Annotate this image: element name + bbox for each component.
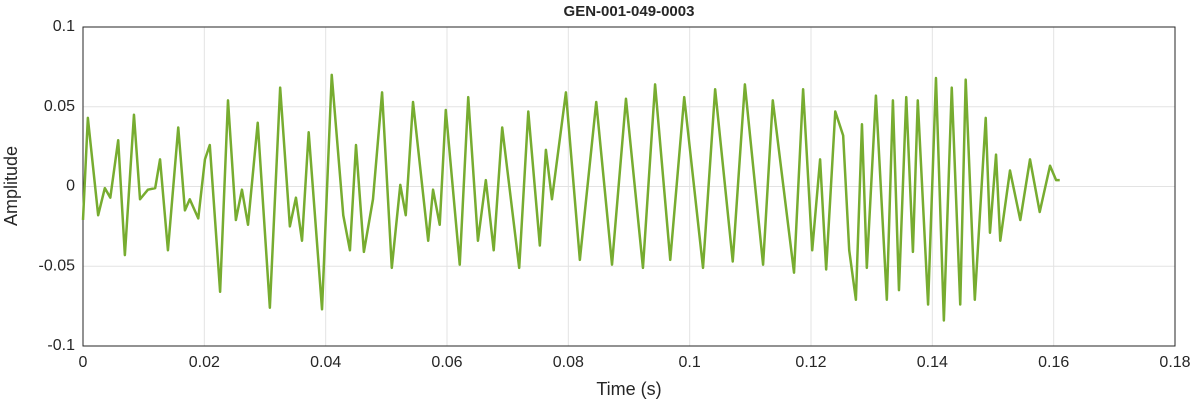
x-tick-label: 0.1 <box>679 354 701 371</box>
y-tick-label: -0.1 <box>47 337 75 354</box>
y-tick-label: 0.05 <box>44 98 75 115</box>
y-tick-label: -0.05 <box>39 257 76 274</box>
x-tick-label: 0.02 <box>189 354 220 371</box>
y-tick-label: 0 <box>66 178 75 195</box>
x-tick-label: 0.14 <box>917 354 948 371</box>
chart-title: GEN-001-049-0003 <box>564 3 695 20</box>
x-tick-label: 0.16 <box>1038 354 1069 371</box>
x-tick-label: 0.06 <box>431 354 462 371</box>
x-tick-label: 0.12 <box>795 354 826 371</box>
x-axis-label: Time (s) <box>596 379 661 399</box>
waveform-line <box>81 73 1060 322</box>
y-axis-label: Amplitude <box>1 146 21 226</box>
x-tick-label: 0 <box>79 354 88 371</box>
x-tick-label: 0.18 <box>1159 354 1190 371</box>
x-tick-label: 0.04 <box>310 354 341 371</box>
y-tick-label: 0.1 <box>53 18 75 35</box>
plot-frame <box>82 26 1176 347</box>
x-tick-label: 0.08 <box>553 354 584 371</box>
